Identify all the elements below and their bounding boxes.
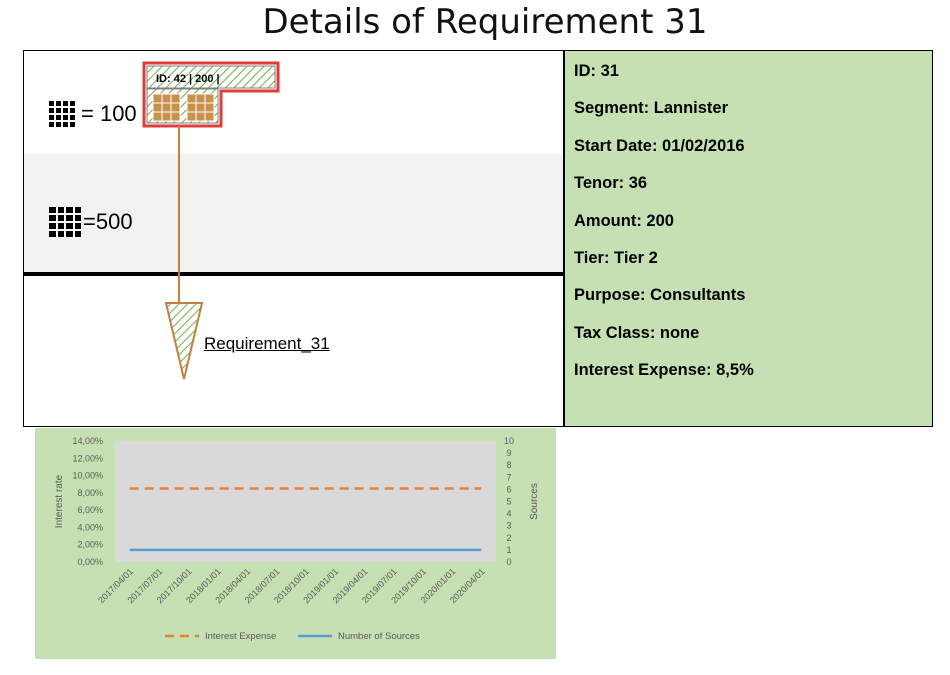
y-axis-label: Interest rate [54, 474, 65, 528]
requirement-graphic: ID: 42 | 200 | [142, 61, 280, 380]
y2-tick-label: 10 [504, 436, 514, 446]
y2-tick-label: 8 [506, 460, 511, 470]
requirement-diagram: = 100 =500 ID: 42 | 200 | [23, 50, 564, 427]
y-tick-label: 6,00% [77, 505, 103, 515]
plot-area [115, 441, 496, 562]
detail-tax-class: Tax Class: none [574, 323, 700, 342]
legend-small-label: = 100 [81, 101, 137, 126]
detail-purpose: Purpose: Consultants [574, 286, 746, 305]
unit-blocks [152, 93, 215, 122]
box-header [146, 65, 276, 89]
detail-tier: Tier: Tier 2 [574, 248, 658, 267]
y2-tick-label: 3 [506, 521, 511, 531]
chart-container: 0,00% 2,00% 4,00% 6,00% 8,00% 10,00% 12,00% 14,… [35, 428, 556, 659]
y2-tick-label: 5 [506, 497, 511, 507]
y2-tick-label: 6 [506, 484, 511, 494]
detail-start-date: Start Date: 01/02/2016 [574, 136, 745, 155]
y2-tick-label: 2 [506, 533, 511, 543]
y-tick-label: 8,00% [77, 488, 103, 498]
y2-axis-label: Sources [529, 483, 540, 520]
arrow-head [164, 302, 204, 380]
divider-line [24, 272, 563, 276]
detail-interest-expense: Interest Expense: 8,5% [574, 361, 754, 380]
y2-tick-label: 4 [506, 509, 511, 519]
y-tick-label: 14,00% [72, 436, 103, 446]
y-tick-label: 4,00% [77, 522, 103, 532]
box-header-label: ID: 42 | 200 | [156, 73, 220, 85]
y-tick-label: 10,00% [72, 471, 103, 481]
legend-small: = 100 [49, 101, 137, 127]
y-tick-label: 12,00% [72, 453, 103, 463]
y2-tick-label: 1 [506, 545, 511, 555]
interest-chart: 0,00% 2,00% 4,00% 6,00% 8,00% 10,00% 12,00% 14,… [54, 436, 540, 642]
detail-amount: Amount: 200 [574, 211, 674, 230]
y2-tick-label: 9 [506, 448, 511, 458]
detail-id: ID: 31 [574, 62, 619, 80]
y-tick-label: 0,00% [77, 557, 103, 567]
grid-large-icon [49, 207, 81, 237]
detail-segment: Segment: Lannister [574, 99, 729, 118]
detail-tenor: Tenor: 36 [574, 174, 648, 193]
y-tick-label: 2,00% [77, 540, 103, 550]
details-panel: ID: 31 Segment: Lannister Start Date: 01… [564, 50, 933, 427]
page-title: Details of Requirement 31 [262, 2, 708, 42]
legend-label-1: Number of Sources [338, 631, 420, 642]
legend-large-label: =500 [83, 209, 133, 234]
y2-tick-label: 7 [506, 472, 511, 482]
highlight-border [142, 61, 280, 128]
grid-small-icon [49, 101, 75, 127]
middle-band [24, 154, 563, 272]
y2-tick-label: 0 [506, 557, 511, 567]
legend-large: =500 [49, 207, 133, 237]
requirement-label: Requirement_31 [204, 334, 330, 353]
legend-label-0: Interest Expense [205, 631, 276, 642]
